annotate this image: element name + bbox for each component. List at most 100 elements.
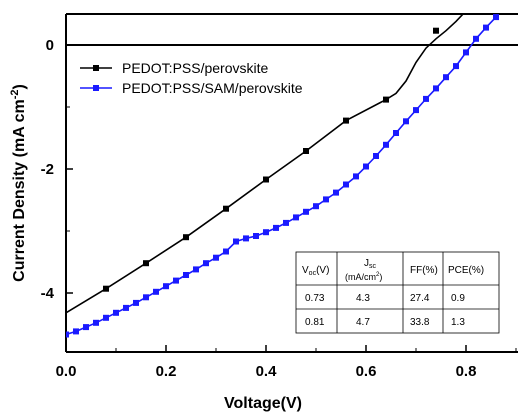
series-2-point (403, 118, 409, 125)
table-cell-r2-pce: 1.3 (451, 317, 465, 328)
series-1-point (303, 148, 309, 154)
x-tick-label: 0.0 (56, 363, 77, 380)
series-2-point (233, 238, 239, 245)
table-cell-r2-ff: 33.8 (410, 317, 430, 328)
x-axis-title: Voltage(V) (224, 395, 302, 412)
x-tick-label: 0.8 (456, 363, 477, 380)
x-axis-ticks: 0.0 0.2 0.4 0.6 0.8 (56, 345, 517, 380)
y-axis-title-main: Current Density (mA cm (11, 99, 28, 282)
series-2-point (143, 294, 149, 301)
y-axis-title: Current Density (mA cm-2) (9, 84, 28, 282)
y-tick-label: 0 (46, 37, 54, 54)
y-axis-title-sup: -2 (9, 89, 21, 99)
series-2-point (383, 141, 389, 148)
series-2-point (443, 74, 449, 81)
legend: PEDOT:PSS/perovskite PEDOT:PSS/SAM/perov… (80, 60, 303, 96)
series-2-point (353, 173, 359, 180)
table-header-jsc-unit-tail: ) (379, 272, 382, 282)
table-header-voc-main: V (302, 265, 309, 276)
series-2-point (493, 14, 499, 21)
series-2-point (213, 254, 219, 261)
series-2-point (83, 324, 89, 331)
table-cell-r1-jsc: 4.3 (356, 293, 370, 304)
table-header-voc-tail: (V) (316, 265, 329, 276)
series-2-point (453, 63, 459, 70)
series-2-point (263, 229, 269, 236)
y-tick-label: -4 (41, 285, 55, 302)
legend-marker-series-2 (93, 85, 99, 91)
series-2-point (73, 328, 79, 335)
series-2-point (103, 314, 109, 321)
series-2-point (193, 266, 199, 273)
x-tick-label: 0.6 (356, 363, 377, 380)
series-2-point (133, 299, 139, 306)
table-header-jsc-sub: sc (369, 263, 377, 270)
series-2-point (283, 219, 289, 226)
series-2-point (413, 107, 419, 114)
series-2-point (363, 163, 369, 170)
series-2-point (473, 35, 479, 42)
series-2-point (183, 272, 189, 278)
table-cell-r2-jsc: 4.7 (356, 317, 370, 328)
series-1-point (433, 27, 439, 34)
series-2-point (253, 233, 259, 239)
series-1-point (183, 234, 189, 241)
series-1-point (103, 285, 109, 292)
table-header-jsc-unit: (mA/cm2) (345, 272, 382, 282)
table-cell-r1-ff: 27.4 (410, 293, 430, 304)
table-header-jsc: Jsc (364, 258, 377, 270)
series-2-point (423, 95, 429, 102)
series-2-point (333, 189, 339, 196)
series-1-point (143, 260, 149, 267)
table-cell-r1-voc: 0.73 (305, 293, 325, 304)
series-2-point (163, 283, 169, 290)
series-2-point (463, 49, 469, 56)
series-2-point (293, 214, 299, 221)
series-2 (66, 14, 499, 338)
table-header-voc: Voc(V) (302, 265, 329, 277)
series-1-point (263, 176, 269, 183)
series-1-point (223, 205, 229, 212)
table-frame (295, 251, 500, 334)
series-2-point (153, 288, 159, 295)
table-header-jsc-unit-main: (mA/cm (345, 272, 376, 282)
y-axis-title-close: ) (11, 84, 28, 89)
legend-label-series-1: PEDOT:PSS/perovskite (122, 60, 268, 76)
series-2-point (93, 319, 99, 326)
series-2-point (373, 153, 379, 159)
series-2-point (433, 85, 439, 92)
series-2-point (393, 130, 399, 136)
table-header-pce: PCE(%) (448, 265, 484, 276)
series-2-point (323, 196, 329, 203)
legend-marker-series-1 (93, 65, 99, 71)
x-tick-label: 0.4 (256, 363, 278, 380)
series-2-point (113, 309, 119, 316)
series-2-point (313, 203, 319, 210)
table-header-jsc-unit-sup: 2 (376, 272, 380, 278)
series-2-point (66, 331, 69, 338)
series-2-point (483, 24, 489, 31)
parameters-table: Voc(V) Jsc (mA/cm2) FF(%) PCE(%) 0.73 4.… (295, 251, 500, 334)
series-2-point (273, 224, 279, 231)
y-tick-label: -2 (41, 161, 54, 178)
legend-item-series-2: PEDOT:PSS/SAM/perovskite (80, 80, 303, 96)
y-axis-ticks: -4 -2 0 (41, 37, 73, 302)
series-2-point (203, 260, 209, 267)
series-1-point (343, 117, 349, 124)
x-tick-label: 0.2 (156, 363, 177, 380)
table-header-ff: FF(%) (410, 265, 438, 276)
series-2-point (223, 248, 229, 255)
legend-label-series-2: PEDOT:PSS/SAM/perovskite (122, 80, 303, 96)
series-2-point (303, 208, 309, 215)
table-cell-r1-pce: 0.9 (451, 293, 465, 304)
series-layer (66, 14, 499, 338)
table-cell-r2-voc: 0.81 (305, 317, 325, 328)
series-2-point (173, 277, 179, 284)
table-header-jsc-main: J (364, 258, 369, 269)
series-2-point (243, 235, 249, 242)
series-1 (66, 14, 465, 314)
series-1-point (383, 96, 389, 103)
table-header-voc-sub: oc (309, 270, 317, 277)
series-2-point (343, 181, 349, 188)
